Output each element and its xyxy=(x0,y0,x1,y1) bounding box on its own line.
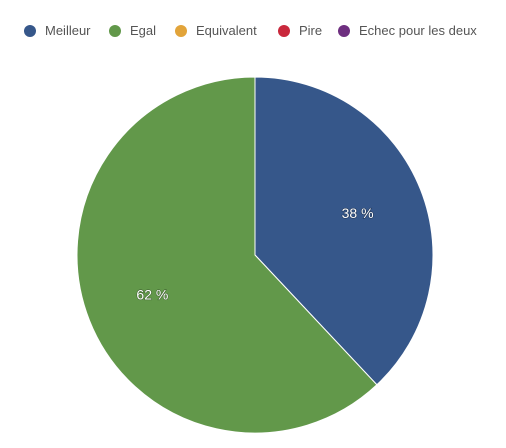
pie-slices xyxy=(76,76,434,434)
chart-legend: Meilleur Egal Equivalent Pire Echec pour… xyxy=(0,0,506,62)
pie-slice-meilleur[interactable] xyxy=(254,76,434,386)
legend-item-meilleur[interactable]: Meilleur xyxy=(24,22,91,40)
legend-marker-egal xyxy=(109,25,121,37)
legend-marker-echec-pour-les-deux xyxy=(338,25,350,37)
legend-label-equivalent: Equivalent xyxy=(196,23,257,38)
legend-item-equivalent[interactable]: Equivalent xyxy=(175,22,257,40)
legend-label-egal: Egal xyxy=(130,23,157,38)
legend-label-echec-pour-les-deux: Echec pour les deux xyxy=(359,23,477,38)
legend-label-meilleur: Meilleur xyxy=(45,23,91,38)
pie-slice-label-egal: 62 % xyxy=(136,286,168,302)
pie-slice-egal[interactable] xyxy=(76,76,378,434)
legend-marker-pire xyxy=(278,25,290,37)
pie-slice-labels: 38 % 62 % xyxy=(136,204,374,302)
legend-marker-equivalent xyxy=(175,25,187,37)
legend-marker-meilleur xyxy=(24,25,36,37)
legend-item-echec-pour-les-deux[interactable]: Echec pour les deux xyxy=(338,22,477,40)
legend-item-egal[interactable]: Egal xyxy=(109,22,156,40)
legend-label-pire: Pire xyxy=(299,23,323,38)
pie-slice-label-meilleur: 38 % xyxy=(342,205,374,221)
legend-item-pire[interactable]: Pire xyxy=(278,22,322,40)
